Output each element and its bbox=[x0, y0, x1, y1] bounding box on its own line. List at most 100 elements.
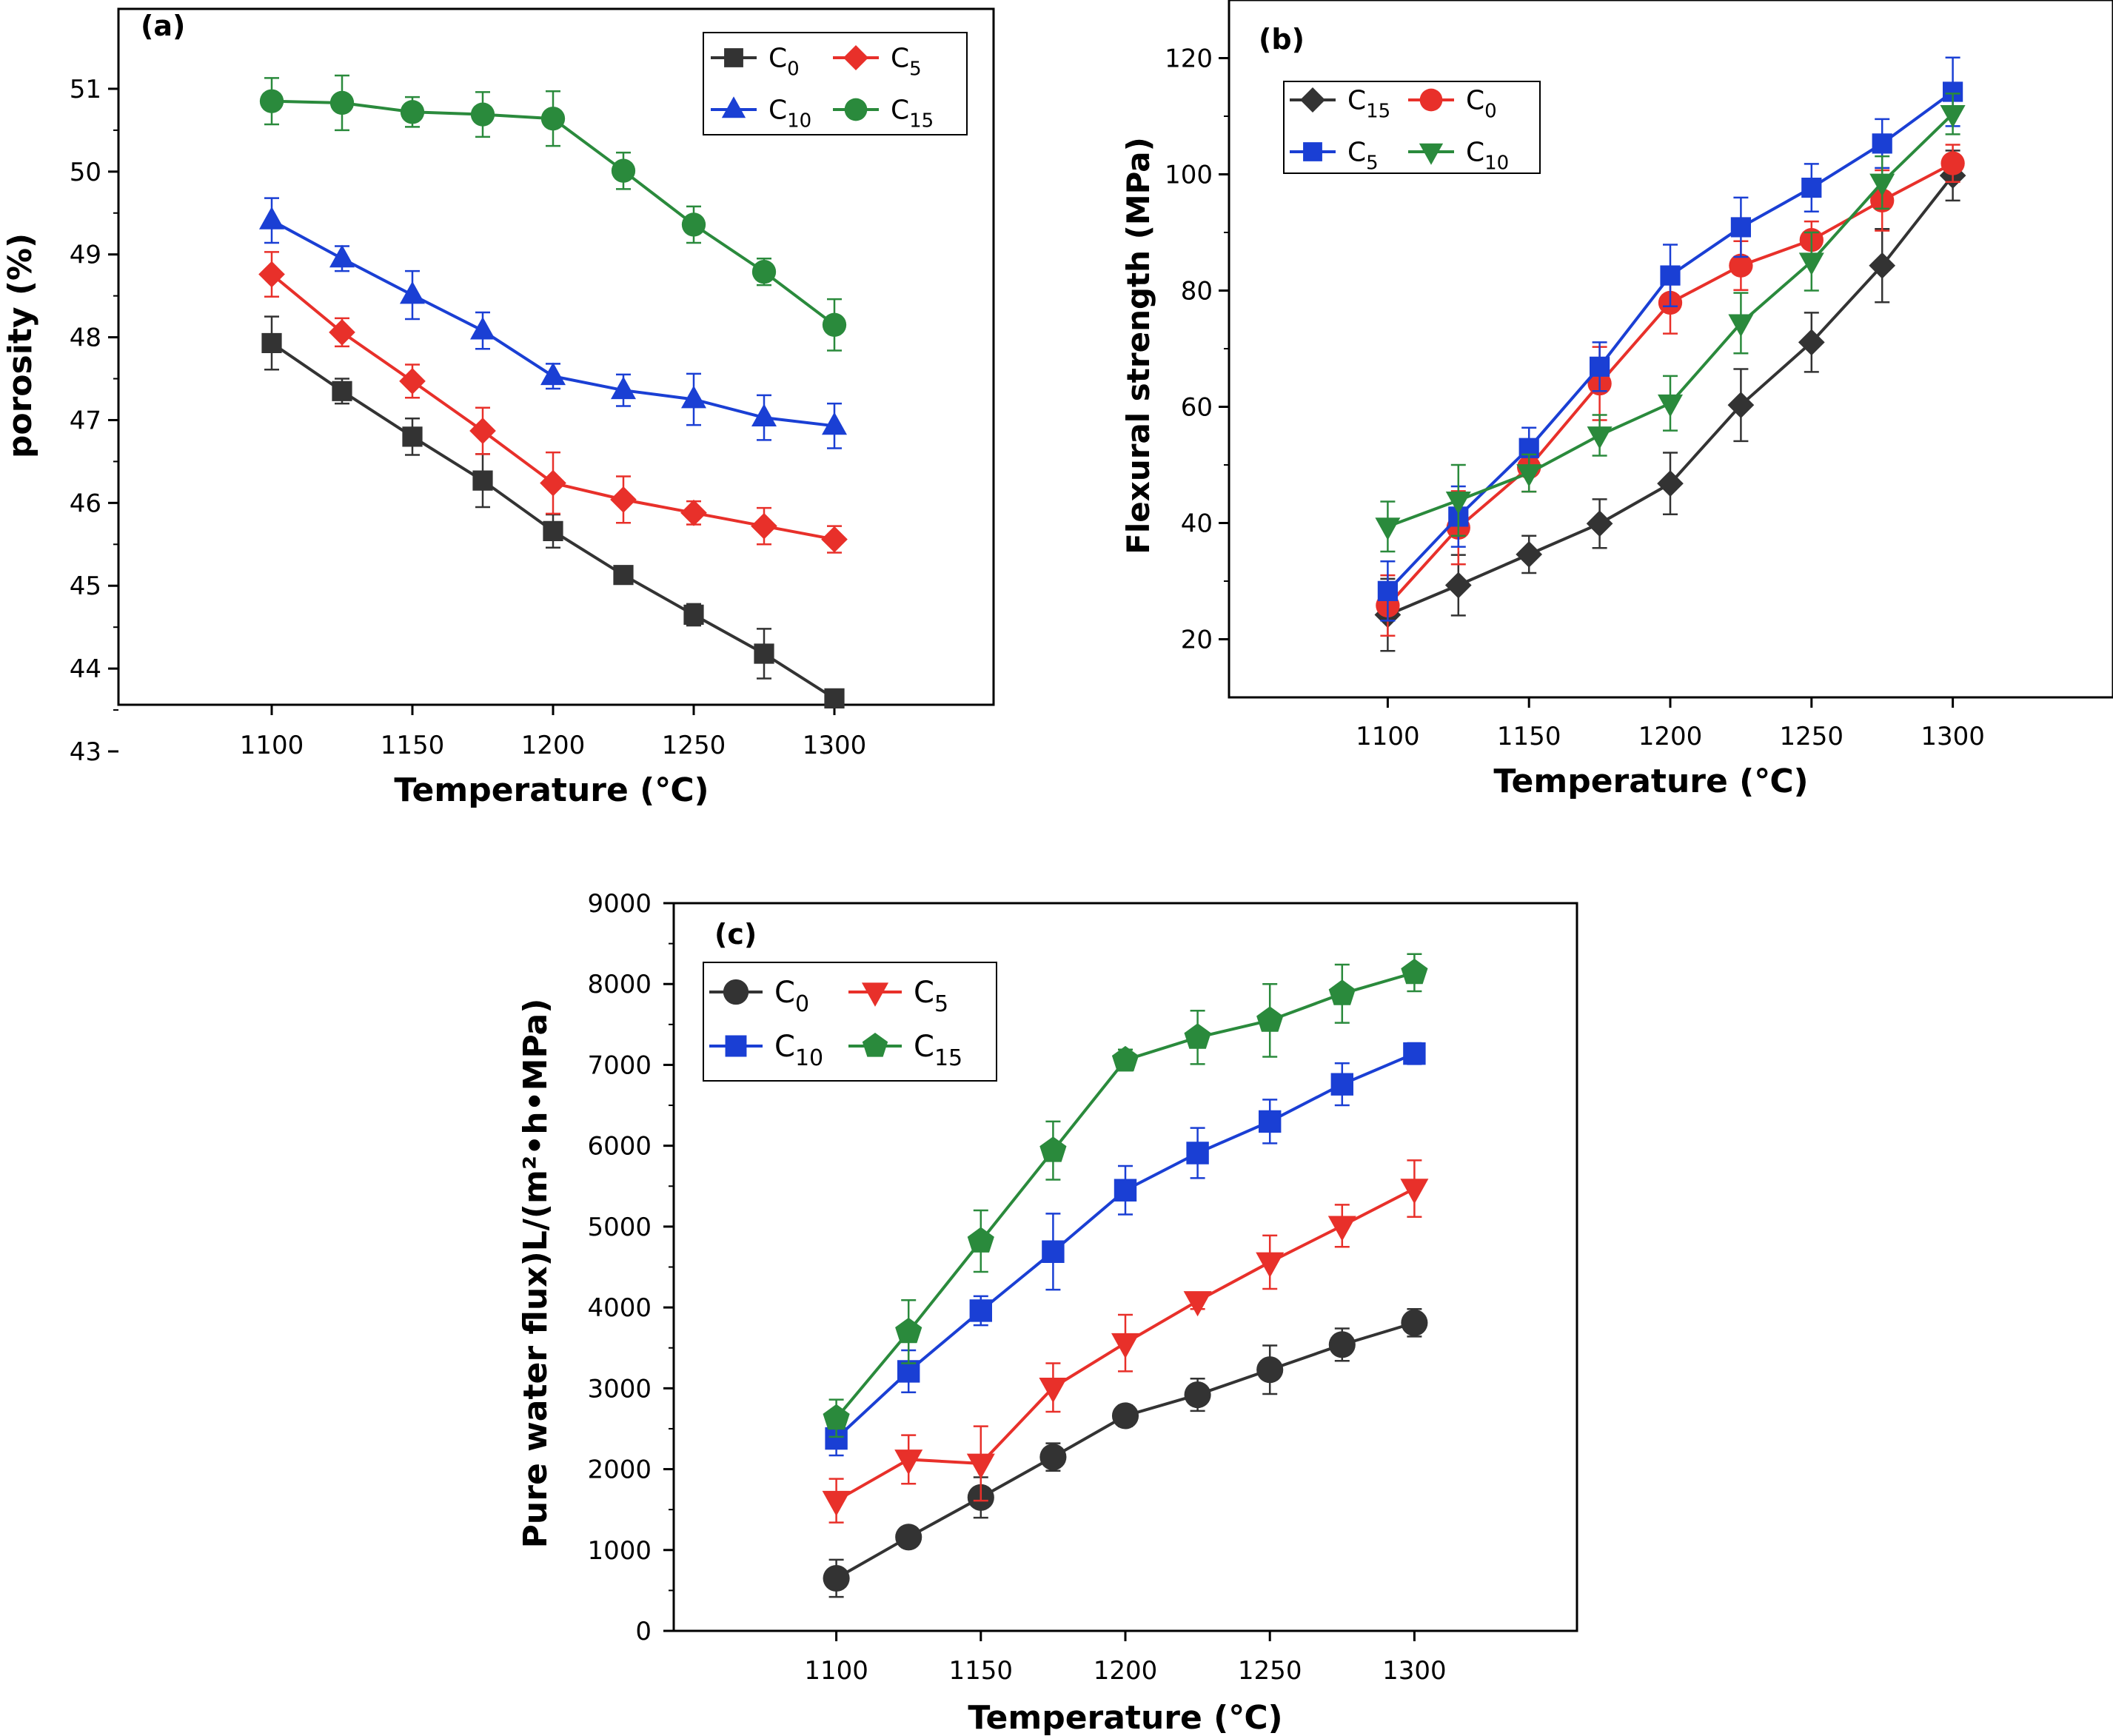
x-axis-title-b: Temperature (℃) bbox=[1493, 763, 1808, 800]
data-point bbox=[895, 1524, 922, 1551]
legend-box bbox=[1283, 81, 1541, 174]
data-point bbox=[610, 486, 637, 513]
y-tick-label: 0 bbox=[635, 1617, 652, 1646]
data-point bbox=[822, 412, 847, 435]
data-point bbox=[1798, 252, 1824, 275]
y-tick-label: 2000 bbox=[587, 1455, 652, 1485]
data-point bbox=[540, 362, 566, 386]
data-point bbox=[1042, 1240, 1065, 1263]
legend-label-subscript: 5 bbox=[934, 991, 948, 1017]
panel-c-pure-water-flux-chart: (c) Temperature (℃) Pure water flux)L/(m… bbox=[517, 889, 1578, 1736]
data-point bbox=[1186, 1142, 1209, 1164]
data-point bbox=[1798, 329, 1825, 356]
data-point bbox=[329, 244, 355, 268]
series-line bbox=[835, 1052, 1416, 1440]
legend-entry: C10 bbox=[711, 95, 811, 132]
legend-label-subscript: 15 bbox=[1366, 100, 1390, 122]
y-tick-label: 43 bbox=[70, 737, 101, 767]
data-point bbox=[611, 376, 636, 400]
legend-box bbox=[703, 962, 997, 1082]
data-point bbox=[823, 1404, 850, 1430]
x-tick-label: 1200 bbox=[1638, 722, 1703, 751]
data-point bbox=[540, 107, 566, 131]
data-point bbox=[754, 643, 774, 664]
data-point bbox=[1377, 580, 1398, 601]
series-C10 bbox=[1375, 93, 1966, 553]
panel-label-a: (a) bbox=[141, 10, 185, 42]
legend-label-subscript: 0 bbox=[787, 58, 800, 80]
panel-label-c: (c) bbox=[714, 918, 757, 951]
data-point bbox=[1039, 1136, 1067, 1162]
x-tick-label: 1150 bbox=[381, 731, 445, 760]
data-point bbox=[1590, 356, 1610, 377]
y-tick-label: 120 bbox=[1165, 44, 1213, 74]
legend-marker bbox=[862, 1033, 888, 1057]
series-C15 bbox=[259, 74, 847, 352]
data-point bbox=[822, 312, 847, 337]
data-point bbox=[1256, 1356, 1284, 1384]
data-point bbox=[1660, 265, 1681, 286]
data-point bbox=[469, 418, 496, 444]
x-tick-label: 1250 bbox=[662, 731, 726, 760]
x-tick-label: 1300 bbox=[1382, 1656, 1447, 1686]
y-tick-label: 50 bbox=[70, 158, 101, 187]
data-point bbox=[400, 100, 425, 124]
x-tick-label: 1100 bbox=[1356, 722, 1420, 751]
data-point bbox=[969, 1299, 992, 1322]
x-tick-label: 1300 bbox=[803, 731, 867, 760]
x-tick-label: 1300 bbox=[1921, 722, 1985, 751]
data-point bbox=[1328, 979, 1356, 1005]
y-tick-label: 1000 bbox=[587, 1536, 652, 1566]
legend-label-subscript: 0 bbox=[1484, 100, 1497, 122]
x-tick-label: 1150 bbox=[949, 1656, 1014, 1686]
data-point bbox=[543, 520, 563, 541]
data-point bbox=[751, 512, 777, 540]
data-point bbox=[402, 426, 423, 447]
legend-marker bbox=[725, 1035, 747, 1057]
legend-marker bbox=[723, 979, 749, 1005]
data-point bbox=[966, 1453, 995, 1479]
data-point bbox=[1729, 253, 1753, 278]
series-C5 bbox=[258, 251, 848, 554]
data-point bbox=[400, 281, 425, 304]
data-point bbox=[399, 368, 426, 395]
data-point bbox=[1401, 1309, 1428, 1336]
data-point bbox=[470, 316, 495, 340]
data-point bbox=[1256, 1252, 1285, 1278]
data-point bbox=[1801, 177, 1822, 198]
legend-label-subscript: 5 bbox=[909, 58, 922, 80]
data-point bbox=[967, 1227, 994, 1253]
legend-marker bbox=[1419, 143, 1444, 165]
legend-marker bbox=[1303, 142, 1322, 161]
data-point bbox=[1327, 1216, 1356, 1241]
y-tick-label: 46 bbox=[70, 489, 101, 518]
legend-label-subscript: 10 bbox=[1484, 152, 1509, 174]
data-point bbox=[1403, 1042, 1426, 1065]
series-C10 bbox=[259, 197, 847, 449]
y-tick-label: 100 bbox=[1165, 161, 1213, 190]
data-point bbox=[1940, 104, 1966, 128]
data-point bbox=[822, 1490, 851, 1517]
data-point bbox=[1375, 517, 1401, 540]
data-point bbox=[1400, 1179, 1429, 1204]
x-axis-title-a: Temperature (℃) bbox=[394, 771, 709, 809]
y-tick-label: 40 bbox=[1181, 509, 1213, 539]
data-point bbox=[329, 90, 355, 115]
data-point bbox=[261, 332, 282, 354]
data-point bbox=[1039, 1444, 1067, 1471]
y-tick-label: 5000 bbox=[587, 1213, 652, 1242]
x-tick-label: 1200 bbox=[521, 731, 586, 760]
data-point bbox=[329, 319, 355, 346]
data-point bbox=[1869, 173, 1895, 197]
data-point bbox=[540, 469, 566, 497]
legend-label-subscript: 15 bbox=[934, 1045, 962, 1071]
legend-marker bbox=[861, 982, 889, 1007]
data-point bbox=[1184, 1023, 1211, 1049]
y-tick-label: 49 bbox=[70, 241, 101, 270]
series-C10 bbox=[825, 1042, 1426, 1457]
data-point bbox=[1518, 438, 1539, 458]
data-point bbox=[1445, 491, 1471, 515]
x-axis-title-c: Temperature (℃) bbox=[968, 1699, 1282, 1736]
